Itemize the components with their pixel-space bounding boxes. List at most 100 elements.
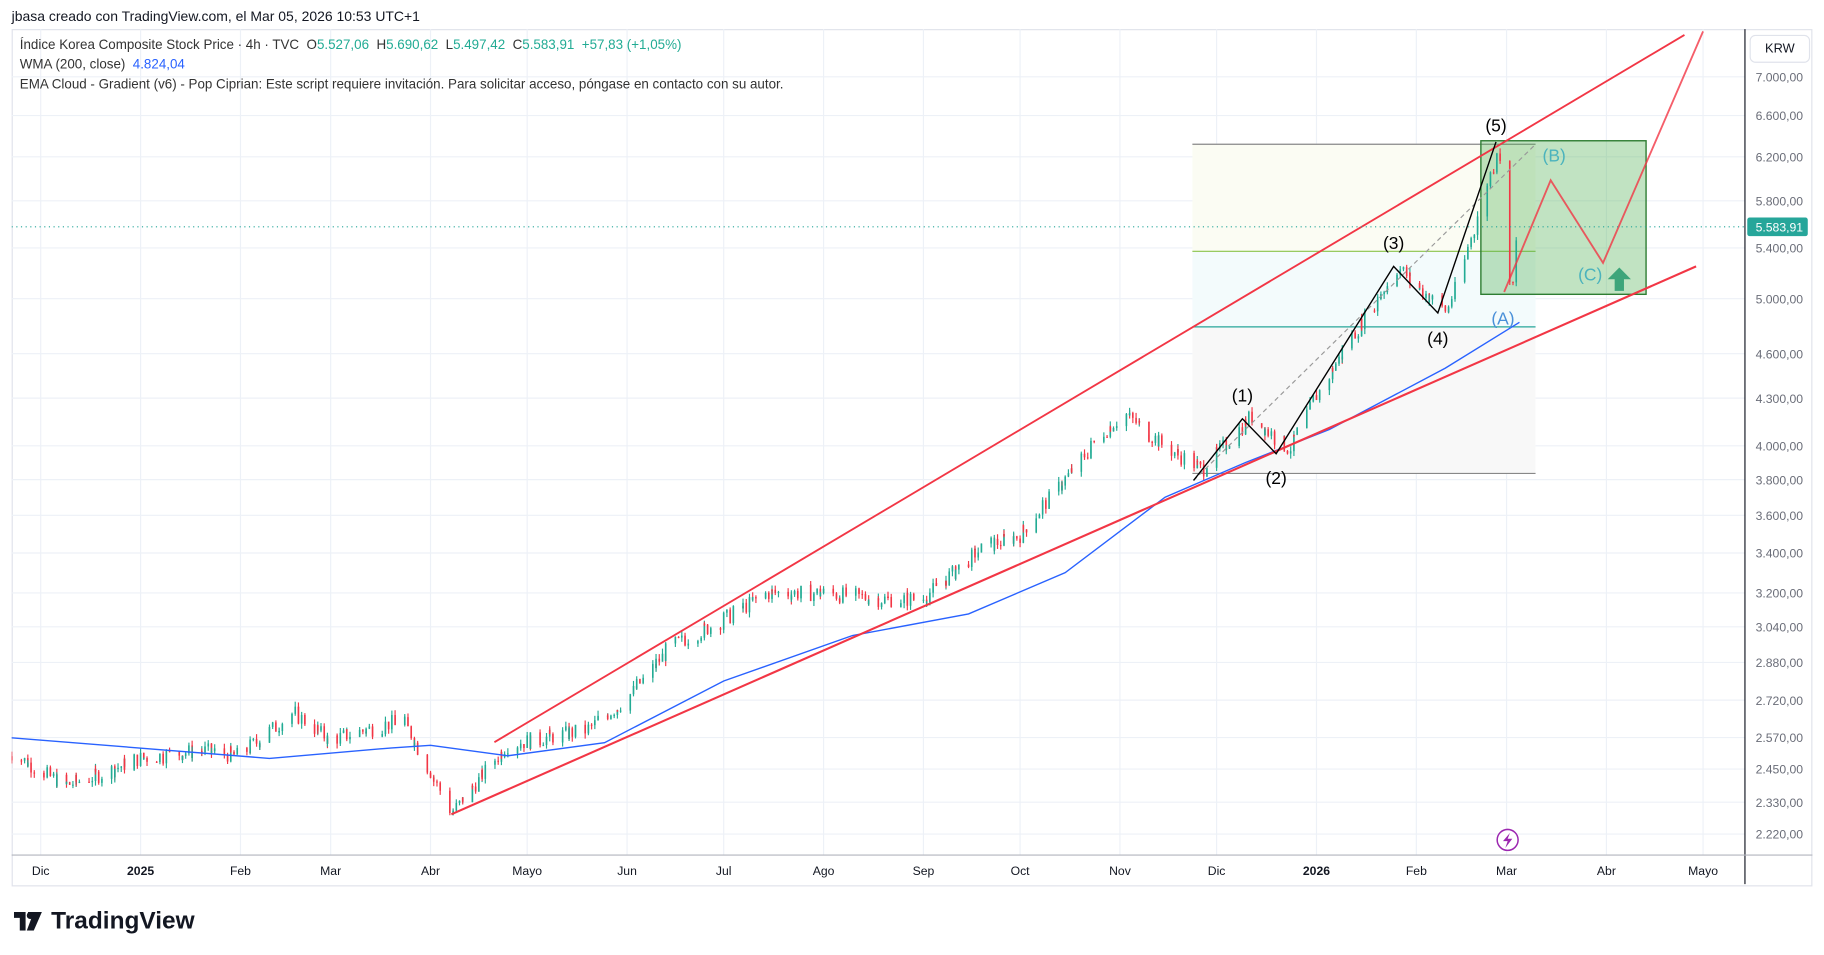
price-tick-label: 6.600,00 <box>1756 109 1804 123</box>
candle-body <box>1138 421 1141 423</box>
candle-body <box>1508 161 1511 282</box>
candle-body <box>1035 518 1038 533</box>
candle-body <box>674 640 677 644</box>
candle-body <box>996 538 999 545</box>
candle-body <box>365 728 367 734</box>
candle-body <box>1219 443 1221 449</box>
candle-body <box>1450 299 1453 307</box>
candle-body <box>1312 395 1315 400</box>
candle-body <box>88 781 90 783</box>
candle-body <box>439 782 442 791</box>
candle-body <box>674 636 677 641</box>
candle-body <box>426 754 429 773</box>
candle-body <box>990 537 992 544</box>
candle-body <box>809 585 812 602</box>
candle-body <box>925 602 928 604</box>
candle-body <box>8 751 10 757</box>
candle-body <box>207 743 210 747</box>
candle-body <box>162 753 164 762</box>
tradingview-logo[interactable]: TradingView <box>13 907 195 935</box>
candle-body <box>94 768 97 782</box>
candle-body <box>168 750 171 753</box>
candle-body <box>903 595 905 604</box>
candle-body <box>268 726 271 736</box>
candle-body <box>523 744 525 748</box>
candle-body <box>751 597 754 600</box>
candle-body <box>1154 435 1157 443</box>
candle-body <box>1180 455 1182 465</box>
candle-body <box>954 569 957 579</box>
candle-body <box>65 782 68 784</box>
candle-body <box>1086 457 1089 459</box>
candle-body <box>951 566 954 572</box>
abc-projection-line <box>1503 31 1704 293</box>
candle-body <box>178 750 181 756</box>
candle-body <box>1115 426 1118 429</box>
last-price-badge <box>1747 217 1808 237</box>
candle-body <box>974 548 976 558</box>
candle-body <box>1289 451 1292 454</box>
time-tick-label: Jul <box>716 864 732 878</box>
candle-body <box>1225 448 1228 450</box>
candle-body <box>796 590 799 599</box>
price-tick-label: 3.200,00 <box>1756 587 1804 601</box>
candle-body <box>1019 538 1021 543</box>
candle-body <box>1351 332 1353 342</box>
candle-body <box>252 738 255 741</box>
candle-body <box>552 734 554 743</box>
last-price-label: 5.583,91 <box>1756 220 1804 234</box>
candle-body <box>1363 310 1366 330</box>
candle-body <box>20 760 23 762</box>
candle-body <box>687 643 690 646</box>
candle-body <box>677 636 680 639</box>
candle-body <box>1157 435 1160 447</box>
candle-body <box>545 736 548 745</box>
candle-body <box>258 742 261 748</box>
candle-body <box>394 721 396 725</box>
candle-body <box>977 552 980 558</box>
candle-body <box>793 590 796 595</box>
currency-button[interactable]: KRW <box>1749 34 1811 63</box>
candle-body <box>613 714 615 717</box>
wave-label: (C) <box>1578 264 1602 284</box>
candle-body <box>336 736 338 744</box>
candle-body <box>993 538 996 551</box>
candle-body <box>1454 281 1456 300</box>
candle-body <box>1090 449 1092 459</box>
wma-legend[interactable]: WMA (200, close) 4.824,04 <box>20 58 185 72</box>
candle-body <box>1431 295 1434 300</box>
candle-body <box>1409 272 1411 284</box>
candle-body <box>1025 529 1028 533</box>
candle-body <box>8 751 10 752</box>
candle-body <box>1106 436 1108 438</box>
candle-body <box>703 623 706 638</box>
candle-body <box>101 778 103 783</box>
candle-body <box>800 585 802 594</box>
candle-body <box>932 583 934 593</box>
candle-body <box>291 713 293 724</box>
candle-body <box>703 623 706 625</box>
candle-body <box>275 722 277 732</box>
candle-body <box>1061 485 1063 491</box>
candle-body <box>1064 476 1067 486</box>
candle-body <box>191 751 193 759</box>
candle-body <box>294 706 297 714</box>
candle-body <box>1273 442 1276 445</box>
candle-body <box>732 613 735 624</box>
candle-body <box>78 781 81 783</box>
candle-body <box>403 717 406 725</box>
candle-body <box>1286 450 1289 454</box>
candle-body <box>619 710 622 712</box>
ema-cloud-legend[interactable]: EMA Cloud - Gradient (v6) - Pop Ciprian:… <box>19 77 784 92</box>
candle-body <box>136 754 139 766</box>
candle-body <box>1173 452 1176 456</box>
candle-body <box>1112 428 1115 432</box>
candle-body <box>742 602 744 609</box>
symbol-name: Índice Korea Composite Stock Price · 4h … <box>19 38 300 53</box>
candle-body <box>68 782 71 785</box>
candle-body <box>210 751 213 753</box>
candle-body <box>658 658 661 662</box>
candle-body <box>1128 412 1131 415</box>
